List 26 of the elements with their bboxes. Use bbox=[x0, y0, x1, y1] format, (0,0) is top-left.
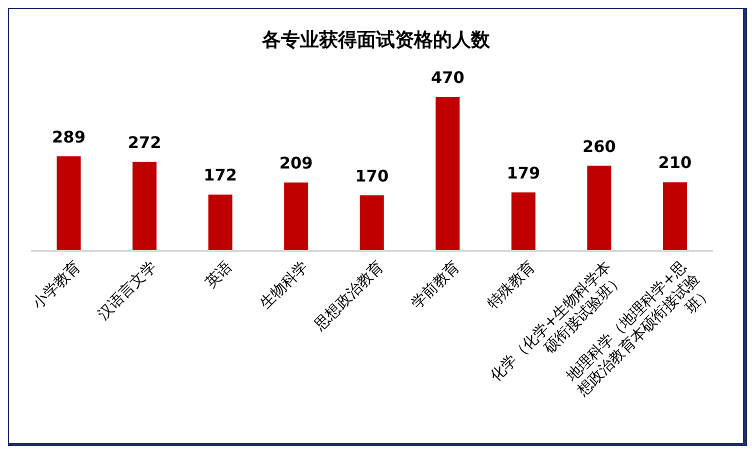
bar bbox=[208, 194, 232, 251]
data-label: 289 bbox=[52, 127, 86, 146]
bar bbox=[360, 195, 384, 251]
data-label: 210 bbox=[658, 153, 692, 172]
x-tick-label: 思想政治教育 bbox=[310, 257, 388, 334]
data-label: 272 bbox=[128, 132, 162, 152]
bar bbox=[284, 182, 308, 251]
data-label: 470 bbox=[430, 68, 464, 87]
x-tick-label: 小学教育 bbox=[28, 257, 84, 312]
bar bbox=[662, 182, 687, 251]
bar bbox=[587, 166, 612, 251]
data-label: 172 bbox=[204, 166, 238, 185]
x-tick-label: 英语 bbox=[202, 257, 236, 292]
chart-title: 各专业获得面试资格的人数 bbox=[260, 28, 491, 53]
x-tick-label: 学前教育 bbox=[408, 257, 463, 312]
bar bbox=[56, 156, 81, 251]
bar bbox=[436, 97, 460, 251]
bar bbox=[511, 192, 536, 251]
data-label: 260 bbox=[582, 136, 616, 156]
data-label: 209 bbox=[279, 154, 313, 173]
data-label: 170 bbox=[355, 166, 389, 186]
data-label: 179 bbox=[506, 163, 540, 182]
x-tick-label: 汉语言文学 bbox=[94, 257, 160, 324]
x-tick-label: 生物科学 bbox=[256, 257, 312, 312]
x-tick-label: 特殊教育 bbox=[483, 257, 539, 312]
bar bbox=[132, 162, 157, 251]
